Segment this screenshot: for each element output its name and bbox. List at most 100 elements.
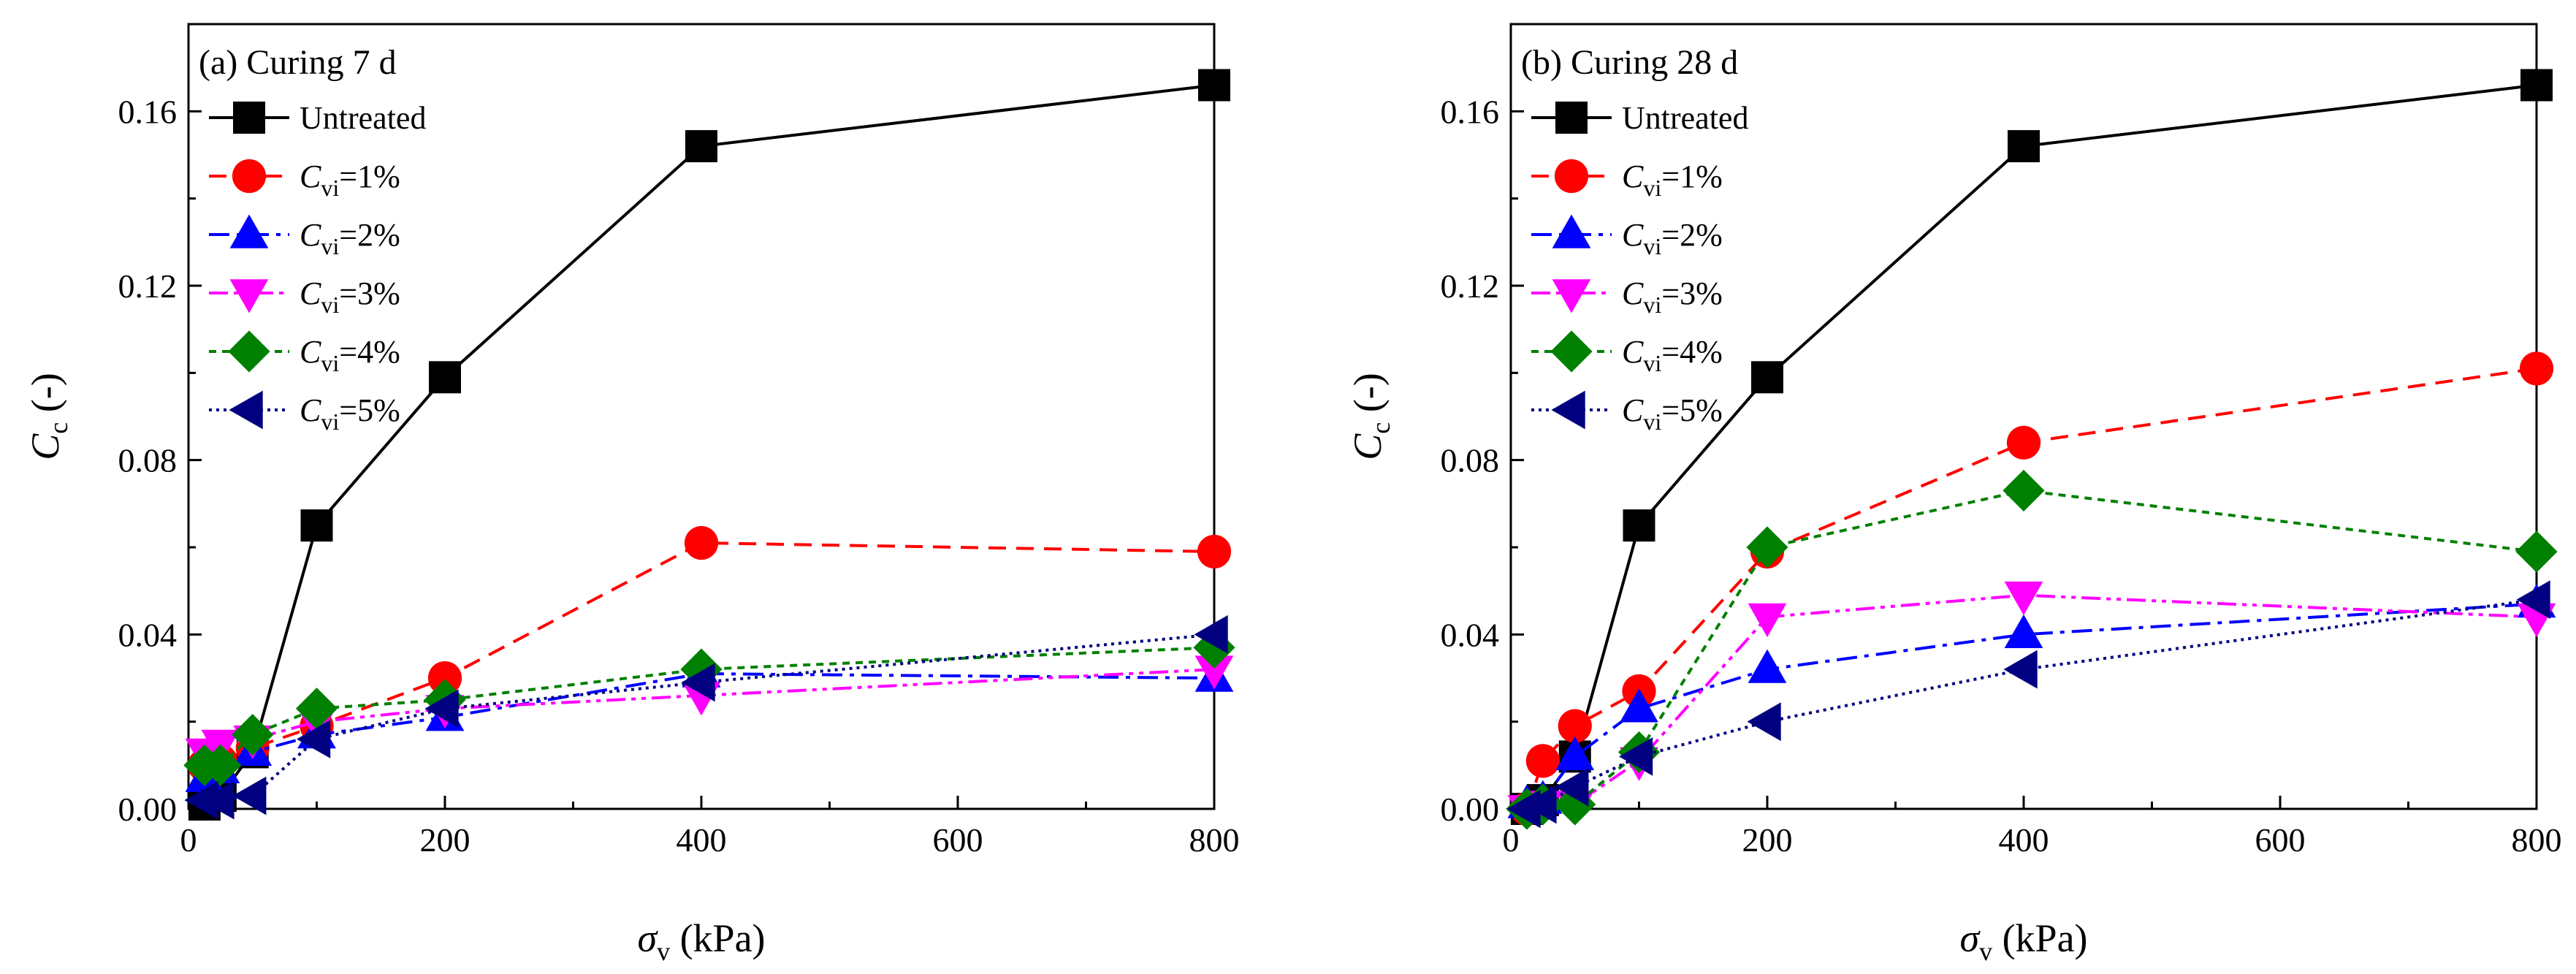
x-tick-label: 600 [933,821,983,859]
legend-item-cvi4: Cvi=4% [209,330,400,376]
legend-item-cvi4: Cvi=4% [1531,330,1723,376]
series-cvi5 [1506,580,2550,829]
legend-item-untreated: Untreated [209,100,426,136]
panel-title: (a) Curing 7 d [199,43,397,82]
legend-item-cvi3: Cvi=3% [209,275,400,318]
legend-label: Cvi=3% [300,275,400,318]
legend-item-cvi2: Cvi=2% [1531,214,1723,259]
legend-marker [1550,330,1593,373]
data-point-cvi5 [1523,785,1557,824]
legend-label: Cvi=3% [1622,275,1723,318]
series-cvi2 [1507,584,2556,818]
data-point-cvi4 [232,713,274,756]
data-point-cvi5 [681,663,715,702]
data-point-untreated [429,361,461,394]
x-tick-label: 0 [180,821,197,859]
legend-label: Untreated [1622,100,1748,136]
series-cvi4 [183,626,1235,786]
x-axis-label: σv (kPa) [1959,916,2087,966]
legend-marker [1552,214,1591,248]
legend-marker [233,102,265,134]
legend: Untreated Cvi=1% Cvi=2% Cvi=3% Cvi=4% Cvi=5% [1531,100,1748,435]
data-point-untreated [1751,361,1783,394]
data-point-cvi5 [2516,580,2550,619]
x-tick-label: 200 [420,821,470,859]
data-point-cvi5 [1619,737,1653,776]
data-point-cvi1 [684,525,719,560]
legend-item-cvi2: Cvi=2% [209,214,400,259]
data-point-cvi2 [1620,688,1658,723]
legend-marker [1551,390,1585,430]
y-tick-label: 0.00 [118,791,178,828]
legend-label: Cvi=2% [300,217,400,259]
data-point-cvi4 [2003,469,2045,512]
legend-label: Cvi=4% [300,334,400,376]
data-point-cvi3 [1748,603,1787,637]
y-tick-label: 0.16 [118,93,178,130]
legend-marker [232,159,267,194]
chart-panel-a: 0 200 400 600 800 0.00 0.04 0.08 0.12 0.16 σv (kPa… [23,23,1240,966]
data-point-cvi5 [297,720,331,758]
panel-title: (b) Curing 28 d [1521,43,1738,82]
y-tick-label: 0.12 [1441,267,1500,305]
series-cvi3 [1507,581,2556,829]
data-point-cvi4 [1193,626,1235,669]
data-point-cvi5 [1555,767,1589,807]
chart-panel-b: 0 200 400 600 800 0.00 0.04 0.08 0.12 0.16 σv (kPa… [1346,23,2562,966]
y-tick-label: 0.08 [118,442,178,479]
data-point-cvi5 [200,780,235,820]
data-point-cvi5 [232,776,267,815]
legend-label: Cvi=5% [1622,392,1723,435]
series-line-cvi1 [204,541,1215,767]
data-point-cvi5 [2003,650,2038,689]
legend-marker [229,214,269,248]
legend-item-untreated: Untreated [1531,100,1748,136]
data-point-cvi4 [199,744,242,786]
legend: Untreated Cvi=1% Cvi=2% Cvi=3% Cvi=4% Cvi=5% [209,100,426,435]
data-point-cvi1 [1197,534,1232,569]
legend-item-cvi1: Cvi=1% [209,159,400,201]
x-tick-label: 600 [2255,821,2306,859]
legend-item-cvi5: Cvi=5% [209,390,400,435]
legend-marker [1554,159,1589,194]
data-point-cvi2 [1748,649,1787,683]
legend-item-cvi3: Cvi=3% [1531,275,1723,318]
data-point-cvi5 [1747,702,1781,742]
legend-label: Cvi=2% [1622,217,1723,259]
series-line-cvi3 [1526,593,2537,810]
x-tick-label: 800 [1189,821,1240,859]
data-point-cvi3 [2004,581,2043,616]
data-point-cvi1 [2006,425,2041,460]
data-point-cvi3 [1194,655,1234,690]
data-point-cvi4 [680,648,723,690]
data-point-cvi1 [1558,709,1592,743]
legend-marker [229,390,263,430]
y-tick-label: 0.08 [1441,442,1500,479]
x-tick-label: 200 [1742,821,1793,859]
legend-label: Cvi=4% [1622,334,1723,376]
x-tick-label: 0 [1503,821,1520,859]
data-point-cvi1 [2519,351,2554,386]
data-point-untreated [1198,69,1230,102]
y-axis-label: Cc (-) [1346,373,1395,460]
y-axis-label: Cc (-) [23,373,73,460]
legend-label: Cvi=1% [1622,159,1723,201]
y-tick-label: 0.16 [1441,93,1500,130]
legend-label: Cvi=5% [300,392,400,435]
y-tick-label: 0.04 [118,616,178,653]
y-tick-label: 0.00 [1441,791,1500,828]
data-point-untreated [2520,69,2553,102]
data-point-cvi5 [424,689,459,728]
data-point-untreated [685,130,717,163]
data-point-cvi4 [295,688,338,730]
legend-item-cvi1: Cvi=1% [1531,159,1723,201]
y-tick-label: 0.12 [118,267,178,305]
legend-marker [228,330,270,373]
legend-marker [229,279,269,313]
x-tick-label: 400 [677,821,727,859]
data-point-untreated [2008,130,2040,163]
legend-marker [1555,102,1588,134]
series-cvi1 [187,525,1232,783]
legend-item-cvi5: Cvi=5% [1531,390,1723,435]
